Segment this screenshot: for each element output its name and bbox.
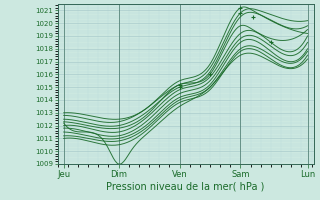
X-axis label: Pression niveau de la mer( hPa ): Pression niveau de la mer( hPa )	[107, 181, 265, 191]
